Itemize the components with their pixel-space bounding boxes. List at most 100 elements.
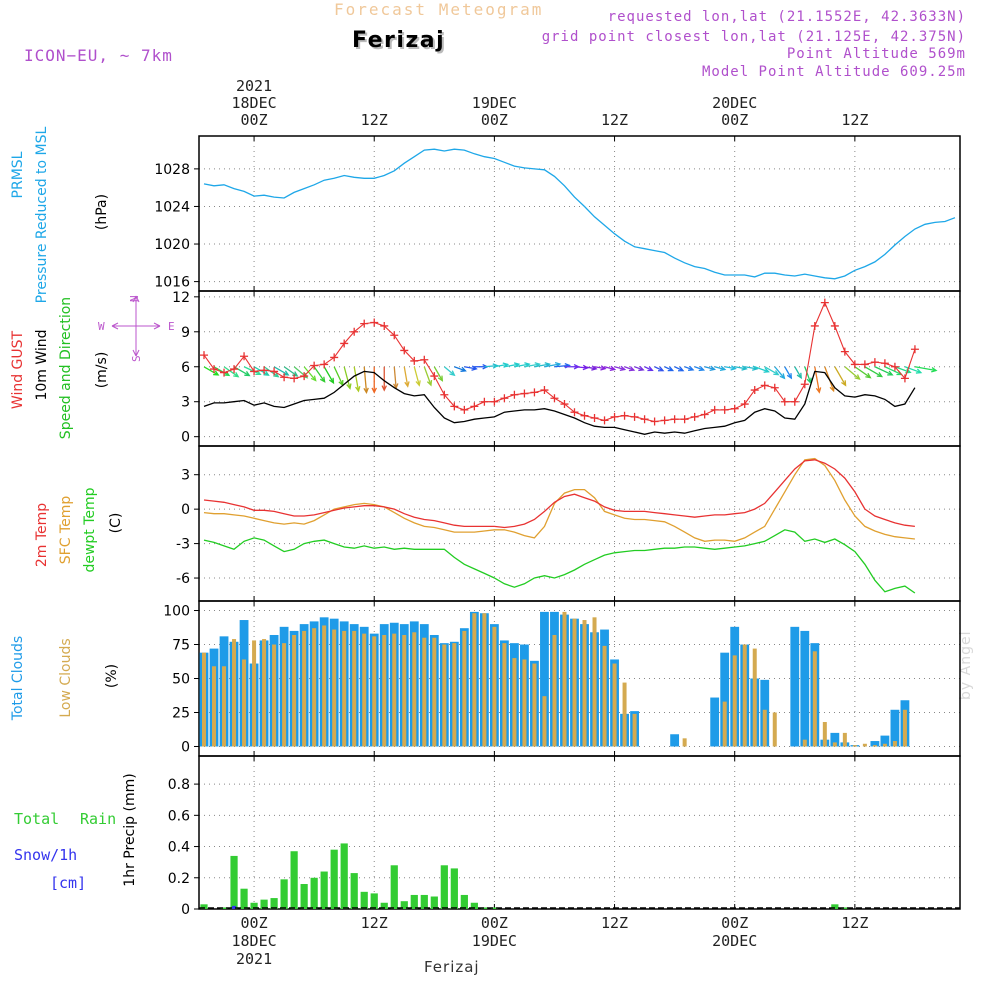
low-cloud-bar [352, 630, 357, 747]
wind-direction-arrow [363, 366, 369, 395]
total-rain-label-1: Total [14, 810, 59, 828]
wind-arrow-shaft [864, 366, 883, 378]
wind-direction-arrow [814, 366, 822, 394]
compass-east: E [168, 320, 175, 333]
gust-marker [550, 394, 559, 403]
rain-bar [220, 907, 228, 909]
total-cloud-bar [710, 697, 720, 747]
point-altitude: Point Altitude 569m [786, 46, 966, 62]
wind-direction-arrow [371, 366, 377, 394]
wind-direction-arrow [674, 366, 685, 372]
wind-arrow-shaft [774, 366, 785, 379]
y-tick-label: 100 [163, 604, 190, 620]
wind-arrow-shaft [203, 366, 219, 376]
low-cloud-bar [542, 696, 547, 747]
wind-direction-arrow [273, 366, 290, 376]
wind-units: (m/s) [94, 352, 110, 389]
low-cloud-bar [422, 637, 427, 747]
rain-bar [460, 894, 468, 909]
low-cloud-bar [432, 637, 437, 747]
wind-arrow-shaft [554, 364, 570, 368]
wind-arrow-shaft [544, 363, 561, 368]
low-cloud-bar [882, 743, 887, 747]
wind-label: 10m Wind [34, 329, 50, 400]
top-time-label: 00Z [721, 111, 748, 129]
top-time-label: 12Z [841, 111, 868, 129]
wind-arrow-shaft [233, 366, 250, 377]
wind-arrow-shaft [504, 363, 520, 368]
panel-frame [198, 135, 961, 292]
gust-marker [450, 402, 459, 411]
wind-arrow-shaft [333, 366, 344, 386]
wind-arrow-head [283, 370, 290, 376]
wind-arrow-head [619, 365, 627, 372]
low-cloud-bar [752, 648, 757, 747]
rain-bar [250, 902, 258, 909]
rain-bar [200, 904, 208, 909]
pressure-line [203, 148, 956, 280]
wind-arrow-head [628, 366, 636, 372]
wind-arrow-shaft [884, 366, 902, 376]
bottom-time-label: 2021 [236, 950, 272, 968]
low-cloud-bar [382, 634, 387, 747]
wind-arrow-shaft [0, 0, 925, 367]
rain-bar [240, 888, 248, 909]
low-cloud-bar [842, 732, 847, 747]
rain-bar [440, 865, 448, 909]
low-cloud-bar [552, 634, 557, 747]
y-tick-label: 0.8 [168, 777, 190, 793]
bottom-time-label: 12Z [841, 914, 868, 932]
wind-arrow-shaft [454, 366, 466, 372]
gust-marker [270, 367, 279, 376]
wind-arrow-shaft [0, 0, 935, 367]
wind-arrow-head [796, 372, 802, 380]
wind-direction-arrow [464, 365, 478, 371]
rain-bar [350, 873, 358, 909]
wind-arrow-head [600, 365, 607, 371]
low-cloud-bar [852, 745, 857, 747]
gust-marker [750, 386, 759, 395]
wind-arrow-head [763, 367, 770, 373]
wind-direction-arrow [243, 366, 262, 376]
y-tick-label: 1028 [154, 162, 190, 178]
wind-arrow-shaft [744, 366, 758, 370]
wind-arrow-shaft [734, 366, 747, 370]
rain-bar [841, 907, 849, 909]
total-cloud-bar [880, 735, 890, 747]
gust-marker [580, 411, 589, 420]
dewpoint-line [203, 529, 916, 594]
total-cloud-bar [790, 626, 800, 747]
total-cloud-bar [720, 652, 730, 747]
gust-marker [510, 390, 519, 399]
gust-marker [310, 361, 319, 370]
wind-arrow-shaft [484, 364, 498, 368]
wind-arrow-shaft [674, 366, 684, 372]
low-clouds-label: Low Clouds [58, 638, 74, 717]
low-cloud-bar [512, 658, 517, 747]
wind-arrow-head [730, 365, 737, 371]
y-tick-label: -3 [176, 537, 190, 553]
rain-bar [270, 898, 278, 909]
low-cloud-bar [772, 712, 777, 747]
wind-arrow-shaft [413, 366, 420, 386]
rain-bar [400, 901, 408, 909]
y-tick-label: 12 [172, 290, 190, 306]
wind-arrow-shaft [624, 366, 635, 371]
wind-direction-arrow [0, 0, 945, 367]
gust-marker [300, 372, 309, 381]
gust-marker [660, 416, 669, 425]
bottom-time-label: 00Z [241, 914, 268, 932]
wind-direction-arrow [704, 365, 716, 371]
gust-marker [530, 388, 539, 397]
top-time-label: 00Z [241, 111, 268, 129]
wind-arrow-head [449, 370, 456, 377]
rain-bar [420, 894, 428, 909]
compass-north: N [128, 295, 141, 302]
wind-arrow-head [865, 372, 872, 379]
wind-direction-arrow [381, 366, 388, 392]
low-cloud-bar [442, 644, 447, 747]
wind-arrow-shaft [303, 366, 317, 381]
wind-direction-arrow [854, 366, 872, 379]
wind-direction-arrow [604, 365, 617, 372]
gust-marker [410, 356, 419, 365]
